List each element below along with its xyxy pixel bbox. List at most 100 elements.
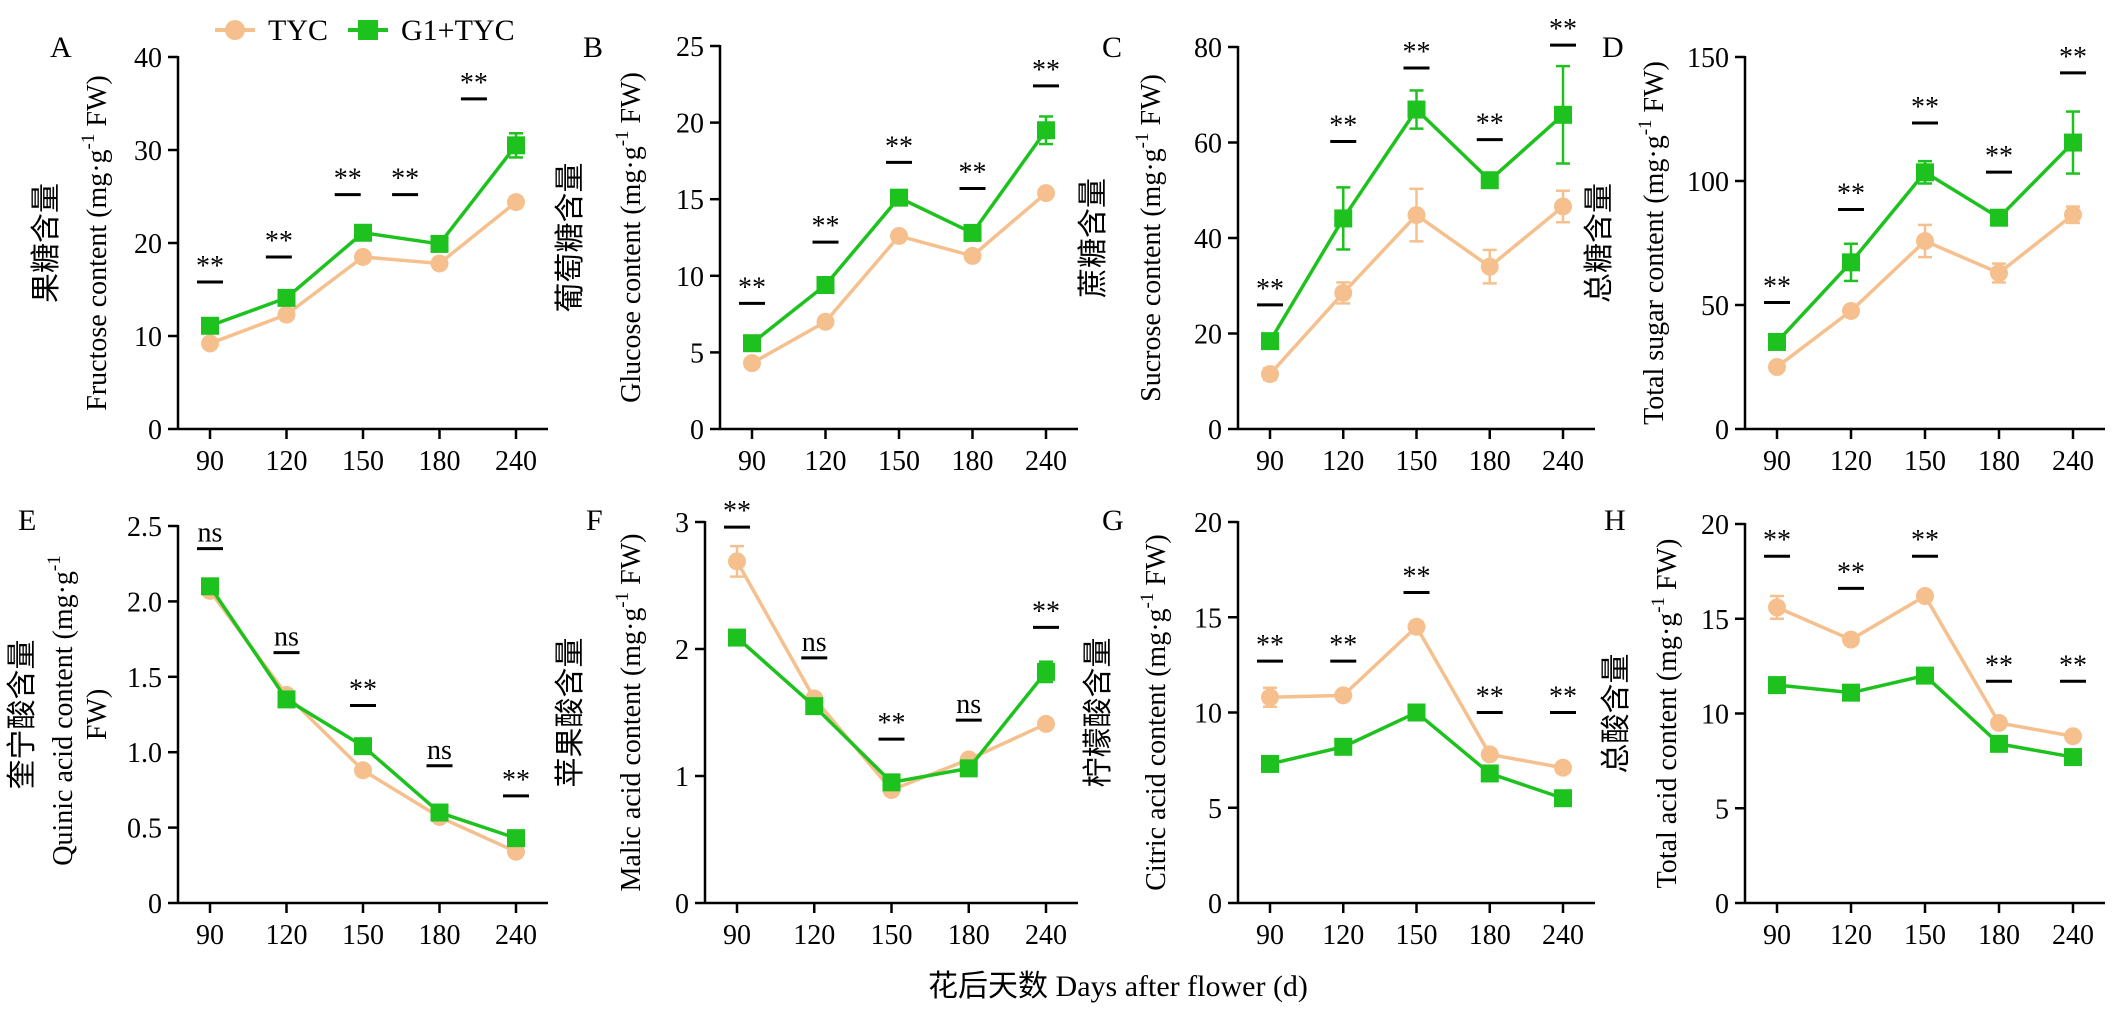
x-tick-label: 150 (342, 446, 384, 477)
y-tick-label: 15 (1701, 605, 1729, 636)
data-point (1842, 630, 1860, 649)
panel-F: F 0 1 2 3 90 120 150 180 240 苹果酸含量 Malic acid conte… (554, 496, 1078, 951)
data-point (963, 246, 982, 265)
y-tick-label: 15 (676, 185, 704, 216)
data-point (201, 577, 219, 596)
data-point (1407, 617, 1426, 636)
series-line (208, 589, 517, 854)
shared-x-axis-label: 花后天数 Days after flower (d) (928, 970, 1308, 1003)
significance-label: ** (334, 164, 362, 195)
data-point (277, 288, 296, 307)
y-tick-label: 100 (1687, 167, 1729, 198)
y-tick-label: 20 (1194, 320, 1222, 351)
significance-label: ** (1329, 111, 1357, 142)
data-point (1334, 209, 1353, 228)
y-axis-label-en: Quinic acid content (mg·g-1 (44, 555, 79, 866)
y-label-superscript: -1 (1635, 119, 1656, 135)
series-g1tyc (1261, 703, 1572, 808)
y-label-text: Total sugar content (mg·g (1639, 135, 1670, 425)
y-axis-label-en: Fructose content (mg·g-1 FW) (78, 75, 113, 410)
data-point (743, 354, 761, 373)
y-label-text: Quinic acid content (mg·g (48, 571, 79, 866)
x-tick-label: 180 (952, 446, 994, 477)
legend-label-1: G1+TYC (401, 14, 515, 47)
data-point (1768, 358, 1786, 376)
significance-label: ** (1256, 630, 1284, 661)
x-tick-label: 240 (1542, 446, 1584, 477)
series-tyc (1261, 617, 1572, 777)
y-axis-label-en: Citric acid content (mg·g-1 FW) (1137, 534, 1172, 890)
data-point (816, 275, 835, 294)
y-tick-label: 50 (1701, 291, 1729, 322)
y-tick-label: 1.5 (127, 663, 162, 694)
significance-label: ** (1837, 179, 1865, 210)
data-point (2064, 205, 2082, 224)
significance-label: ** (1256, 274, 1284, 305)
significance-label: ** (1911, 92, 1939, 123)
data-point (1768, 676, 1786, 695)
data-point (2064, 727, 2082, 746)
data-point (1334, 686, 1353, 705)
x-tick-label: 90 (196, 920, 224, 951)
y-label-superscript: -1 (44, 555, 65, 571)
significance-label: ** (812, 211, 840, 242)
panel-letter: E (18, 504, 36, 537)
series-line (1776, 673, 2074, 759)
data-point (1554, 758, 1572, 777)
series-g1tyc (1768, 110, 2082, 351)
y-axis-label-cn: 总糖含量 (1583, 183, 1616, 303)
y-tick-label: 40 (1194, 224, 1222, 255)
y-axis-label-en: Total sugar content (mg·g-1 FW) (1635, 61, 1670, 425)
panel-letter: C (1102, 31, 1122, 64)
y-tick-label: 2.5 (127, 512, 162, 543)
y-tick-label: 5 (1715, 794, 1729, 825)
y-tick-label: 0 (675, 889, 689, 920)
x-tick-label: 180 (1469, 920, 1511, 951)
y-tick-label: 10 (676, 262, 704, 293)
data-point (1407, 100, 1426, 119)
data-point (277, 690, 296, 709)
significance-label: ** (1985, 650, 2013, 681)
data-point (1554, 197, 1572, 216)
data-point (1480, 257, 1499, 276)
x-tick-label: 120 (1322, 446, 1364, 477)
data-point (1916, 587, 1934, 606)
data-point (743, 334, 761, 353)
x-tick-label: 120 (266, 920, 308, 951)
y-tick-label: 20 (1701, 510, 1729, 541)
series-tyc (201, 581, 525, 861)
series-tyc (1768, 205, 2082, 376)
y-tick-label: 20 (134, 229, 162, 260)
significance-label: ** (959, 157, 987, 188)
significance-label: ns (802, 627, 827, 658)
significance-label: ns (198, 518, 223, 549)
y-label-tail: FW) (82, 75, 113, 133)
data-point (507, 829, 525, 848)
x-tick-label: 150 (1904, 446, 1946, 477)
y-axis-label-cn: 柠檬酸含量 (1082, 638, 1115, 788)
series-g1tyc (728, 628, 1055, 792)
data-point (728, 628, 746, 647)
panel-letter: G (1102, 504, 1124, 537)
data-point (1554, 789, 1572, 808)
panel-letter: H (1604, 504, 1626, 537)
significance-label: ** (1837, 557, 1865, 588)
panel-C: C 0 20 40 60 80 90 120 150 180 240 蔗糖含量 Sucrose cont… (1077, 14, 1595, 477)
y-tick-label: 0 (690, 415, 704, 446)
significance-label: ns (956, 689, 981, 720)
x-tick-label: 150 (1396, 920, 1438, 951)
y-label-superscript: -1 (612, 130, 633, 146)
data-point (1037, 662, 1055, 681)
significance-label: ** (1911, 525, 1939, 556)
series-tyc (201, 193, 525, 353)
y-label-superscript: -1 (612, 592, 633, 608)
data-point (1037, 121, 1055, 140)
data-point (890, 188, 908, 207)
data-point (201, 334, 219, 353)
significance-label: ** (1403, 37, 1431, 68)
y-label-superscript: -1 (1132, 133, 1153, 149)
data-point (1990, 208, 2008, 227)
x-tick-label: 150 (1904, 920, 1946, 951)
data-point (1261, 688, 1279, 707)
series-g1tyc (743, 115, 1055, 353)
